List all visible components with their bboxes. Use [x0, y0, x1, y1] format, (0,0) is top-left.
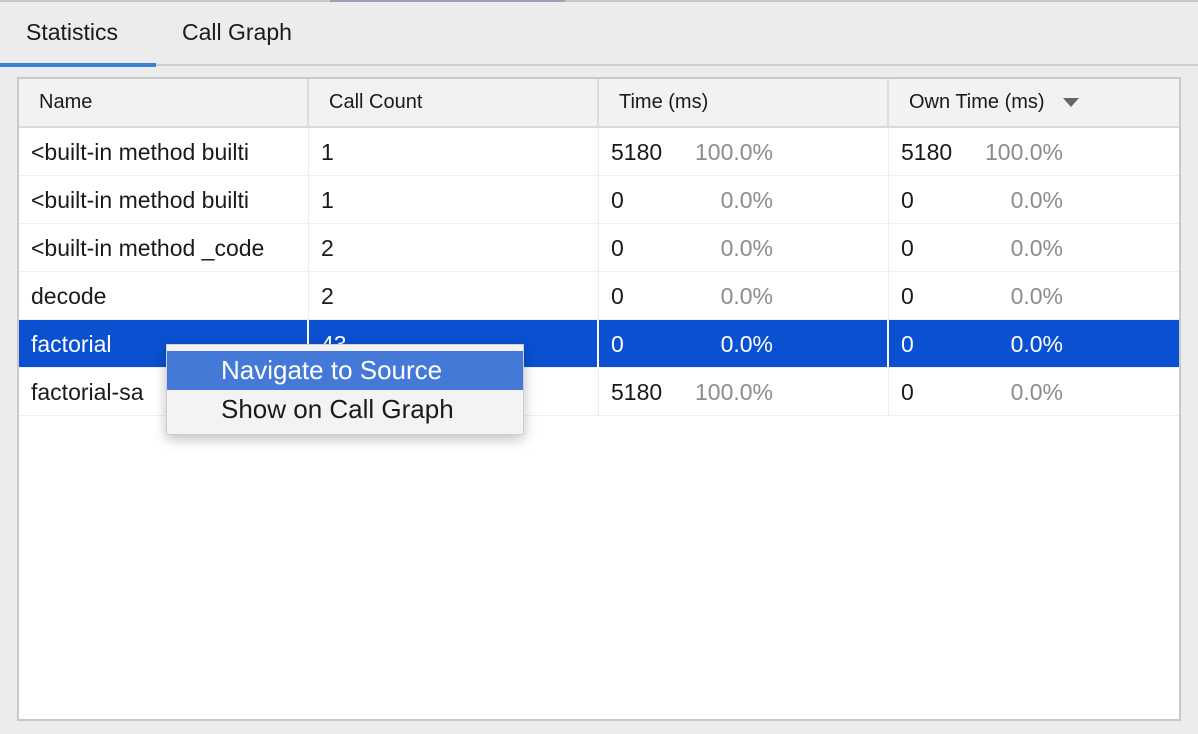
table-row[interactable]: decode 2 0 0.0% 0 0.0%: [19, 272, 1179, 320]
tab-statistics[interactable]: Statistics: [0, 2, 156, 67]
cell-own-time: 0 0.0%: [889, 224, 1179, 272]
sort-descending-icon[interactable]: [1062, 98, 1079, 108]
own-time-value: 0: [901, 331, 914, 357]
table-row[interactable]: <built-in method builti 1 0 0.0% 0 0.0%: [19, 176, 1179, 224]
tab-bar: Statistics Call Graph: [0, 2, 1198, 67]
time-value: 0: [611, 331, 624, 357]
time-value: 0: [611, 283, 624, 309]
table-row[interactable]: <built-in method builti 1 5180 100.0% 518…: [19, 128, 1179, 176]
table-row[interactable]: <built-in method _code 2 0 0.0% 0 0.0%: [19, 224, 1179, 272]
cell-own-time: 0 0.0%: [889, 320, 1179, 368]
cell-name: <built-in method builti: [19, 176, 309, 224]
own-time-value: 0: [901, 235, 914, 261]
window-top-highlight: [330, 0, 565, 2]
cell-own-time: 5180 100.0%: [889, 128, 1179, 176]
own-time-percent: 0.0%: [1010, 331, 1063, 357]
cell-time: 0 0.0%: [599, 176, 889, 224]
time-percent: 0.0%: [720, 283, 773, 309]
cell-name: <built-in method builti: [19, 128, 309, 176]
time-percent: 100.0%: [694, 379, 773, 405]
own-time-value: 0: [901, 283, 914, 309]
cell-name: decode: [19, 272, 309, 320]
tab-call-graph[interactable]: Call Graph: [182, 19, 292, 45]
cell-time: 0 0.0%: [599, 320, 889, 368]
own-time-percent: 100.0%: [984, 139, 1063, 165]
time-value: 0: [611, 187, 624, 213]
time-value: 5180: [611, 139, 663, 165]
cell-name: <built-in method _code: [19, 224, 309, 272]
table-header: Name Call Count Time (ms) Own Time (ms): [19, 79, 1179, 128]
cell-call-count: 2: [309, 272, 599, 320]
cell-call-count: [309, 368, 599, 416]
time-value: 0: [611, 235, 624, 261]
context-menu: Navigate to Source Show on Call Graph: [166, 344, 524, 435]
cell-call-count: 1: [309, 176, 599, 224]
column-label: Call Count: [329, 91, 423, 113]
column-label: Name: [39, 91, 93, 113]
time-value: 5180: [611, 379, 663, 405]
column-label: Time (ms): [619, 91, 709, 113]
cell-own-time: 0 0.0%: [889, 368, 1179, 416]
cell-time: 5180 100.0%: [599, 368, 889, 416]
column-label: Own Time (ms): [909, 91, 1045, 113]
own-time-percent: 0.0%: [1010, 235, 1063, 261]
own-time-value: 0: [901, 187, 914, 213]
column-header-name[interactable]: Name: [19, 79, 309, 126]
table-row[interactable]: factorial-sa 5180 100.0% 0 0.0%: [19, 368, 1179, 416]
cell-call-count: 2: [309, 224, 599, 272]
cell-time: 5180 100.0%: [599, 128, 889, 176]
time-percent: 0.0%: [720, 187, 773, 213]
cell-time: 0 0.0%: [599, 272, 889, 320]
cell-own-time: 0 0.0%: [889, 272, 1179, 320]
own-time-value: 5180: [901, 139, 953, 165]
column-header-own-time[interactable]: Own Time (ms): [889, 79, 1179, 126]
cell-call-count: 1: [309, 128, 599, 176]
time-percent: 100.0%: [694, 139, 773, 165]
own-time-percent: 0.0%: [1010, 379, 1063, 405]
column-header-time[interactable]: Time (ms): [599, 79, 889, 126]
time-percent: 0.0%: [720, 331, 773, 357]
own-time-percent: 0.0%: [1010, 187, 1063, 213]
time-percent: 0.0%: [720, 235, 773, 261]
cell-time: 0 0.0%: [599, 224, 889, 272]
cell-own-time: 0 0.0%: [889, 176, 1179, 224]
column-header-call-count[interactable]: Call Count: [309, 79, 599, 126]
own-time-percent: 0.0%: [1010, 283, 1063, 309]
window-top-border: [0, 0, 1198, 2]
own-time-value: 0: [901, 379, 914, 405]
menu-item-navigate-to-source[interactable]: Navigate to Source: [167, 351, 523, 390]
menu-item-show-on-call-graph[interactable]: Show on Call Graph: [221, 394, 454, 424]
